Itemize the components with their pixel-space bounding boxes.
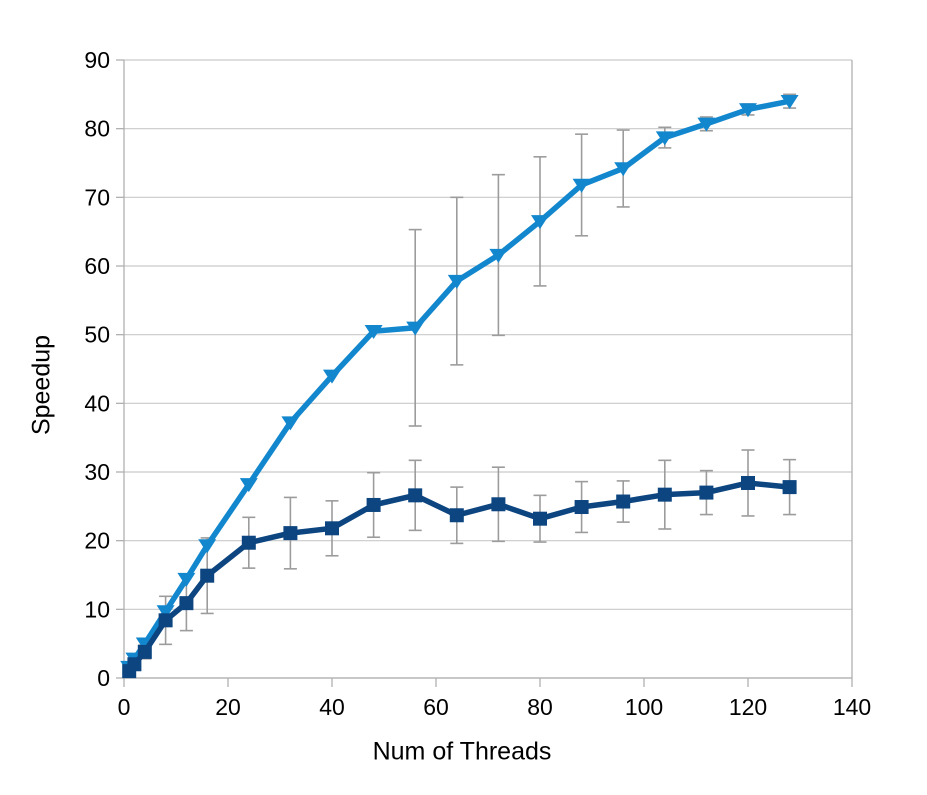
y-tick-label: 10 bbox=[84, 596, 110, 622]
y-tick-label: 70 bbox=[84, 184, 110, 210]
tick-marks bbox=[116, 59, 853, 687]
square-marker bbox=[200, 568, 215, 583]
triangle-down-marker bbox=[239, 478, 258, 493]
y-tick-label: 20 bbox=[84, 528, 110, 554]
square-marker bbox=[241, 535, 256, 550]
square-marker bbox=[366, 497, 381, 512]
square-marker bbox=[137, 644, 152, 659]
x-tick-label: 100 bbox=[625, 694, 663, 720]
square-marker bbox=[782, 480, 797, 495]
series-light-blue-triangles bbox=[120, 95, 799, 675]
triangle-down-marker bbox=[156, 605, 175, 620]
square-marker bbox=[179, 596, 194, 611]
square-marker bbox=[699, 485, 714, 500]
square-marker bbox=[491, 497, 506, 512]
triangle-down-marker bbox=[177, 572, 196, 587]
square-marker bbox=[283, 526, 298, 541]
x-tick-label: 120 bbox=[729, 694, 767, 720]
y-tick-labels: 0 10 20 30 40 50 60 70 80 90 bbox=[84, 47, 110, 691]
axis-lines bbox=[123, 60, 853, 679]
triangle-down-marker bbox=[323, 369, 341, 384]
x-tick-labels: 0 20 40 60 80 100 120 140 bbox=[118, 694, 872, 720]
y-tick-label: 30 bbox=[84, 459, 110, 485]
y-gridlines bbox=[124, 59, 852, 679]
triangle-down-marker bbox=[364, 325, 383, 340]
triangle-down-marker bbox=[531, 215, 549, 230]
series-dark-blue-squares bbox=[122, 475, 797, 679]
y-tick-label: 80 bbox=[84, 116, 110, 142]
x-tick-label: 40 bbox=[319, 694, 345, 720]
x-tick-label: 20 bbox=[215, 694, 241, 720]
triangle-down-marker bbox=[739, 103, 757, 118]
square-marker bbox=[533, 511, 547, 526]
triangle-down-marker bbox=[198, 539, 217, 554]
y-tick-label: 40 bbox=[84, 390, 110, 416]
y-axis-title: Speedup bbox=[27, 334, 56, 436]
triangle-down-marker bbox=[655, 131, 674, 146]
error-bars-light-blue-triangles bbox=[408, 93, 797, 427]
x-tick-label: 0 bbox=[118, 694, 131, 720]
markers-dark-blue-squares bbox=[122, 475, 797, 679]
square-marker bbox=[657, 487, 672, 502]
triangle-down-marker bbox=[447, 274, 466, 289]
triangle-down-marker bbox=[614, 162, 633, 177]
x-tick-label: 140 bbox=[833, 694, 871, 720]
y-tick-label: 90 bbox=[84, 47, 110, 73]
square-marker bbox=[574, 500, 589, 515]
series-line-light-blue-triangles bbox=[126, 98, 793, 670]
triangle-down-marker bbox=[489, 248, 508, 263]
x-axis-title: Num of Threads bbox=[372, 737, 552, 766]
triangle-down-marker bbox=[281, 416, 300, 431]
triangle-down-marker bbox=[697, 117, 716, 132]
markers-light-blue-triangles bbox=[120, 95, 799, 675]
triangle-down-marker bbox=[572, 178, 591, 193]
square-marker bbox=[616, 494, 631, 509]
y-tick-label: 0 bbox=[97, 665, 110, 691]
y-tick-label: 60 bbox=[84, 253, 110, 279]
square-marker bbox=[325, 521, 339, 536]
square-marker bbox=[158, 613, 173, 628]
triangle-down-marker bbox=[780, 95, 799, 109]
triangle-down-marker bbox=[406, 321, 425, 336]
y-tick-label: 50 bbox=[84, 322, 110, 348]
square-marker bbox=[449, 508, 464, 523]
square-marker bbox=[408, 488, 423, 503]
square-marker bbox=[741, 475, 755, 490]
square-marker bbox=[127, 657, 142, 672]
x-tick-label: 80 bbox=[527, 694, 553, 720]
x-tick-label: 60 bbox=[423, 694, 449, 720]
